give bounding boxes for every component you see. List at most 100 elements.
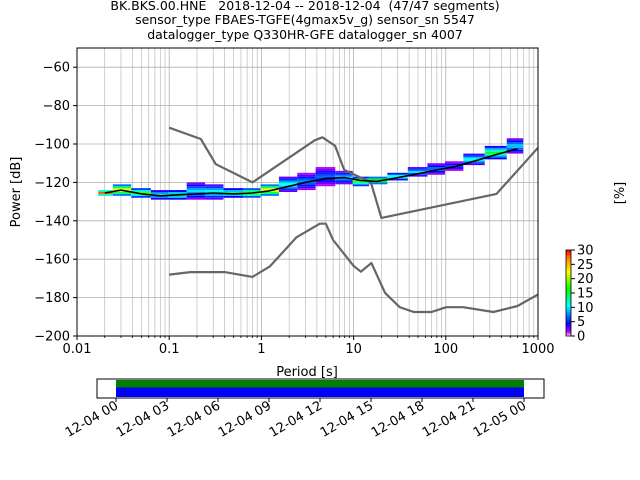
colorbar-tick-label: 10 [577, 301, 594, 316]
colorbar-swatch [566, 270, 571, 272]
density-cell [223, 193, 244, 196]
density-cell [131, 193, 151, 196]
colorbar-swatch [566, 321, 571, 324]
density-cell [506, 151, 524, 154]
density-cell [506, 138, 524, 141]
density-cell [278, 190, 298, 192]
x-tick-label: 1000 [521, 342, 554, 357]
density-cell [315, 174, 336, 177]
density-cell [463, 153, 485, 156]
density-cell [278, 188, 298, 191]
colorbar-tick-label: 20 [577, 272, 594, 287]
density-cell [369, 178, 388, 181]
density-cell [484, 149, 507, 152]
series-line-mean [104, 148, 518, 197]
ppsd-lines [104, 126, 538, 314]
density-cell [427, 163, 445, 166]
density-cell [335, 172, 353, 175]
density-cell [315, 172, 336, 175]
title-line-3: datalogger_type Q330HR-GFE datalogger_sn… [147, 27, 463, 42]
colorbar-tick-label: 0 [577, 330, 585, 345]
density-cell [243, 193, 261, 196]
density-cell [278, 180, 298, 183]
density-cell [315, 176, 336, 179]
density-cell [297, 174, 316, 177]
colorbar-swatch [566, 328, 571, 331]
density-cell [150, 195, 169, 198]
density-cell [278, 184, 298, 187]
density-cell [205, 188, 224, 191]
density-cell [506, 149, 524, 152]
density-cell [223, 188, 244, 191]
density-cell [297, 184, 316, 187]
colorbar-swatch [566, 272, 571, 275]
density-cell [407, 168, 428, 171]
density-cell [297, 178, 316, 181]
colorbar-swatch [566, 261, 571, 264]
density-cell [205, 195, 224, 198]
density-cell [260, 192, 279, 194]
density-cell [297, 176, 316, 179]
density-cell [260, 188, 279, 191]
density-cell [463, 157, 485, 160]
colorbar-swatch [566, 314, 571, 317]
timeline-bar-psd-segments [116, 387, 524, 397]
density-cell [315, 178, 336, 181]
density-cell [352, 180, 370, 183]
y-tick-label: −200 [34, 330, 70, 345]
density-cell [150, 197, 169, 200]
colorbar-swatch [566, 255, 571, 258]
density-cell [484, 157, 507, 160]
colorbar-swatch [566, 320, 571, 323]
density-cell [427, 167, 445, 169]
colorbar-swatch [566, 267, 571, 270]
timeline-tick-label: 12-04 06 [165, 398, 223, 440]
density-cell [168, 195, 187, 198]
colorbar-swatch [566, 252, 571, 255]
density-cell [427, 165, 445, 168]
density-cell [223, 195, 244, 198]
colorbar-swatch [566, 315, 571, 318]
colorbar-swatch [566, 317, 571, 320]
ppsd-plot-frame [76, 47, 539, 337]
density-cell [150, 192, 169, 194]
colorbar-swatch [566, 280, 571, 283]
colorbar-swatch [566, 277, 571, 280]
timeline-tick-label: 12-04 21 [420, 398, 478, 440]
density-cell [205, 186, 224, 189]
colorbar-swatch [566, 290, 571, 293]
density-cell [444, 161, 464, 164]
colorbar-swatch [566, 284, 571, 287]
colorbar-swatch [566, 285, 571, 288]
density-cell [186, 182, 206, 185]
density-cell [278, 182, 298, 185]
y-tick-label: −160 [34, 253, 70, 268]
colorbar-swatch [566, 324, 571, 327]
density-cell [243, 195, 261, 198]
y-tick-label: −60 [43, 61, 70, 76]
colorbar-swatch [566, 293, 571, 295]
density-cell [223, 190, 244, 192]
series-line-model-high [168, 126, 538, 219]
colorbar-swatch [566, 311, 571, 314]
x-tick-label: 1 [257, 342, 265, 357]
density-cell [243, 188, 261, 191]
density-cell [260, 186, 279, 189]
density-cell [112, 184, 132, 187]
density-cell [352, 182, 370, 185]
density-cell [484, 151, 507, 154]
density-cell [315, 180, 336, 183]
density-cell [205, 190, 224, 192]
colorbar-swatch [566, 333, 571, 336]
colorbar-swatch [566, 294, 571, 297]
density-cell [506, 144, 524, 146]
density-cell [335, 180, 353, 183]
colorbar-swatch [566, 300, 571, 303]
ppsd-axes: 0.01 0.1 1 10 100 1000 −200 −180 −160 −140 −120 −10… [34, 61, 554, 357]
density-cell [131, 188, 151, 191]
colorbar-swatch [566, 334, 571, 337]
density-cell [260, 193, 279, 196]
density-cell [243, 190, 261, 192]
density-cell [427, 170, 445, 173]
colorbar-swatch [566, 304, 571, 307]
